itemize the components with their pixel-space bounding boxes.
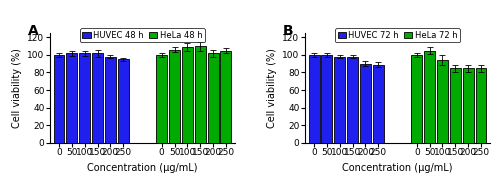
Y-axis label: Cell viability (%): Cell viability (%) <box>267 48 277 128</box>
Bar <box>182 47 193 143</box>
Bar <box>412 55 422 143</box>
Bar <box>437 60 448 143</box>
Bar <box>347 57 358 143</box>
X-axis label: Concentration (μg/mL): Concentration (μg/mL) <box>342 163 453 173</box>
Bar <box>156 55 167 143</box>
Bar <box>322 55 332 143</box>
Legend: HUVEC 72 h, HeLa 72 h: HUVEC 72 h, HeLa 72 h <box>335 28 460 42</box>
Bar <box>105 57 116 143</box>
Bar <box>92 53 103 143</box>
Bar <box>360 64 371 143</box>
Bar <box>54 55 64 143</box>
Bar <box>476 68 486 143</box>
Bar <box>334 57 345 143</box>
Bar <box>220 51 232 143</box>
Bar <box>208 53 218 143</box>
Text: B: B <box>283 24 294 38</box>
Bar <box>66 53 78 143</box>
Y-axis label: Cell viability (%): Cell viability (%) <box>12 48 22 128</box>
Bar <box>450 68 461 143</box>
Bar <box>195 46 205 143</box>
Bar <box>118 59 128 143</box>
Bar <box>424 51 435 143</box>
Text: A: A <box>28 24 38 38</box>
Bar <box>308 55 320 143</box>
Bar <box>169 50 180 143</box>
Legend: HUVEC 48 h, HeLa 48 h: HUVEC 48 h, HeLa 48 h <box>80 28 205 42</box>
Bar <box>462 68 473 143</box>
Bar <box>79 53 90 143</box>
Bar <box>373 65 384 143</box>
X-axis label: Concentration (μg/mL): Concentration (μg/mL) <box>87 163 198 173</box>
